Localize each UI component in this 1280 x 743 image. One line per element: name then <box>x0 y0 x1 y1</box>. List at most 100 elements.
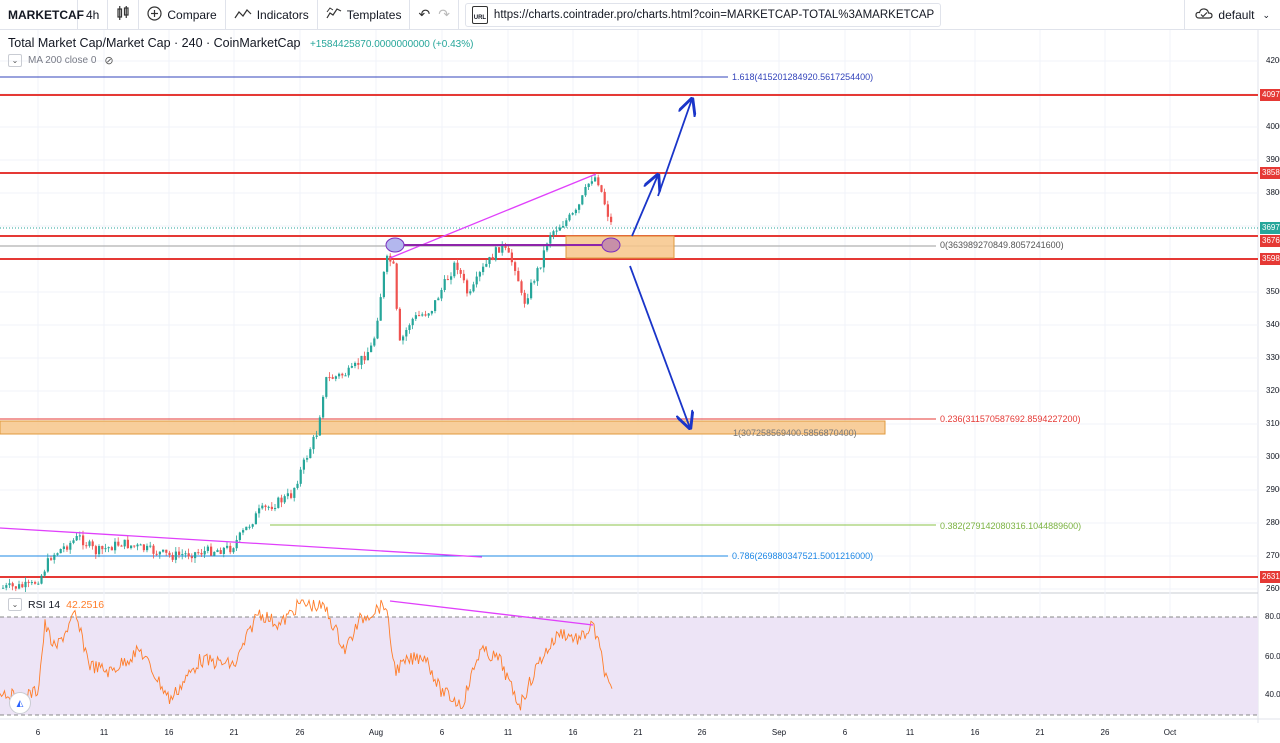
candle <box>120 545 123 547</box>
compare-button[interactable]: Compare <box>139 0 226 30</box>
undo-button[interactable]: ↶ <box>410 0 432 30</box>
chart-canvas[interactable] <box>0 30 1280 743</box>
candle <box>542 250 545 268</box>
interval-button[interactable]: 4h <box>78 0 109 30</box>
candle <box>107 547 110 549</box>
time-tick: 16 <box>164 728 174 737</box>
candle <box>453 262 456 277</box>
time-tick: 16 <box>568 728 578 737</box>
candle <box>299 469 302 484</box>
candle <box>546 243 549 251</box>
ma-legend[interactable]: ⌄ MA 200 close 0 ⊘ <box>8 54 114 67</box>
price-tick: 2700 <box>1266 551 1280 560</box>
candle <box>306 458 309 460</box>
url-field[interactable]: URL https://charts.cointrader.pro/charts… <box>464 2 942 27</box>
candle <box>411 318 414 326</box>
candle <box>510 252 513 263</box>
interval-label: 4h <box>86 7 100 22</box>
undo-icon: ↶ <box>418 6 431 22</box>
candle <box>603 191 606 205</box>
redo-icon: ↷ <box>438 6 450 22</box>
arrow-down <box>629 265 690 428</box>
marker-ellipse-left <box>385 237 405 253</box>
candle <box>264 505 267 508</box>
price-tick: 2900 <box>1266 485 1280 494</box>
candle <box>69 542 72 550</box>
candle <box>590 181 593 184</box>
templates-button[interactable]: Templates <box>318 0 411 30</box>
logo-icon: ◭ <box>9 692 31 714</box>
time-tick: 21 <box>229 728 239 737</box>
candle <box>197 552 200 554</box>
candle <box>27 581 30 583</box>
time-tick: 11 <box>503 728 513 737</box>
descending-trendline <box>0 527 483 558</box>
candle <box>523 292 526 304</box>
candle <box>494 247 497 261</box>
candle <box>450 276 453 280</box>
rsi-label: RSI 14 <box>28 598 61 611</box>
candle <box>366 352 369 361</box>
candle <box>280 497 283 503</box>
price-label-4097: 4097 <box>1260 89 1280 101</box>
candle <box>466 280 469 294</box>
indicators-button[interactable]: Indicators <box>226 0 318 30</box>
arrow-up-2 <box>657 99 692 197</box>
candle <box>123 539 126 547</box>
redo-button[interactable]: ↷ <box>432 0 459 30</box>
candle <box>482 266 485 273</box>
candle <box>472 284 475 292</box>
rsi-tick: 40.0 <box>1265 690 1280 699</box>
candle <box>117 541 120 546</box>
time-tick: 26 <box>295 728 305 737</box>
ma-label: MA 200 close 0 <box>28 55 97 66</box>
candle <box>501 244 504 253</box>
chart-style-button[interactable] <box>108 0 140 30</box>
symbol-label: MARKETCAF <box>8 7 84 22</box>
candle <box>142 544 145 551</box>
candle <box>114 541 117 551</box>
candle <box>370 345 373 353</box>
candle <box>427 313 430 316</box>
candle <box>536 268 539 282</box>
eye-off-icon[interactable]: ⊘ <box>104 55 114 67</box>
collapse-icon[interactable]: ⌄ <box>8 54 22 67</box>
candle <box>389 255 392 262</box>
rsi-divergence-line <box>389 600 594 626</box>
candle <box>360 355 363 365</box>
price-tick: 2600 <box>1266 584 1280 593</box>
rsi-legend[interactable]: ⌄ RSI 14 42.2516 <box>8 598 104 611</box>
candle <box>587 183 590 188</box>
candle <box>203 550 206 555</box>
candle <box>66 546 69 550</box>
candle <box>200 552 203 555</box>
candle <box>322 396 325 418</box>
theme-button[interactable]: default ⌄ <box>1184 0 1280 30</box>
theme-label: default <box>1218 8 1255 22</box>
series-legend: Total Market Cap/Market Cap · 240 · Coin… <box>8 36 473 50</box>
candle <box>555 230 558 232</box>
candle <box>194 552 197 559</box>
candle <box>434 300 437 312</box>
fib-label-0382: 0.382(279142080316.1044889600) <box>940 521 1082 531</box>
candle <box>309 449 312 459</box>
candle <box>133 545 136 547</box>
cloud-icon <box>1195 7 1214 23</box>
candle <box>462 273 465 281</box>
time-tick: Sep <box>771 728 787 737</box>
time-tick: 21 <box>1035 728 1045 737</box>
candle <box>213 552 216 556</box>
candle <box>168 552 171 555</box>
collapse-icon[interactable]: ⌄ <box>8 598 22 611</box>
toolbar: MARKETCAF 4h Compare Indicators Template… <box>0 0 1280 30</box>
candle <box>504 244 507 248</box>
candle <box>235 539 238 549</box>
symbol-search[interactable]: MARKETCAF <box>0 0 84 30</box>
candle <box>283 496 286 503</box>
candle <box>408 325 411 331</box>
candle <box>40 575 43 584</box>
price-tick: 3000 <box>1266 452 1280 461</box>
candle <box>290 493 293 498</box>
candle <box>11 583 14 587</box>
candle <box>248 526 251 528</box>
